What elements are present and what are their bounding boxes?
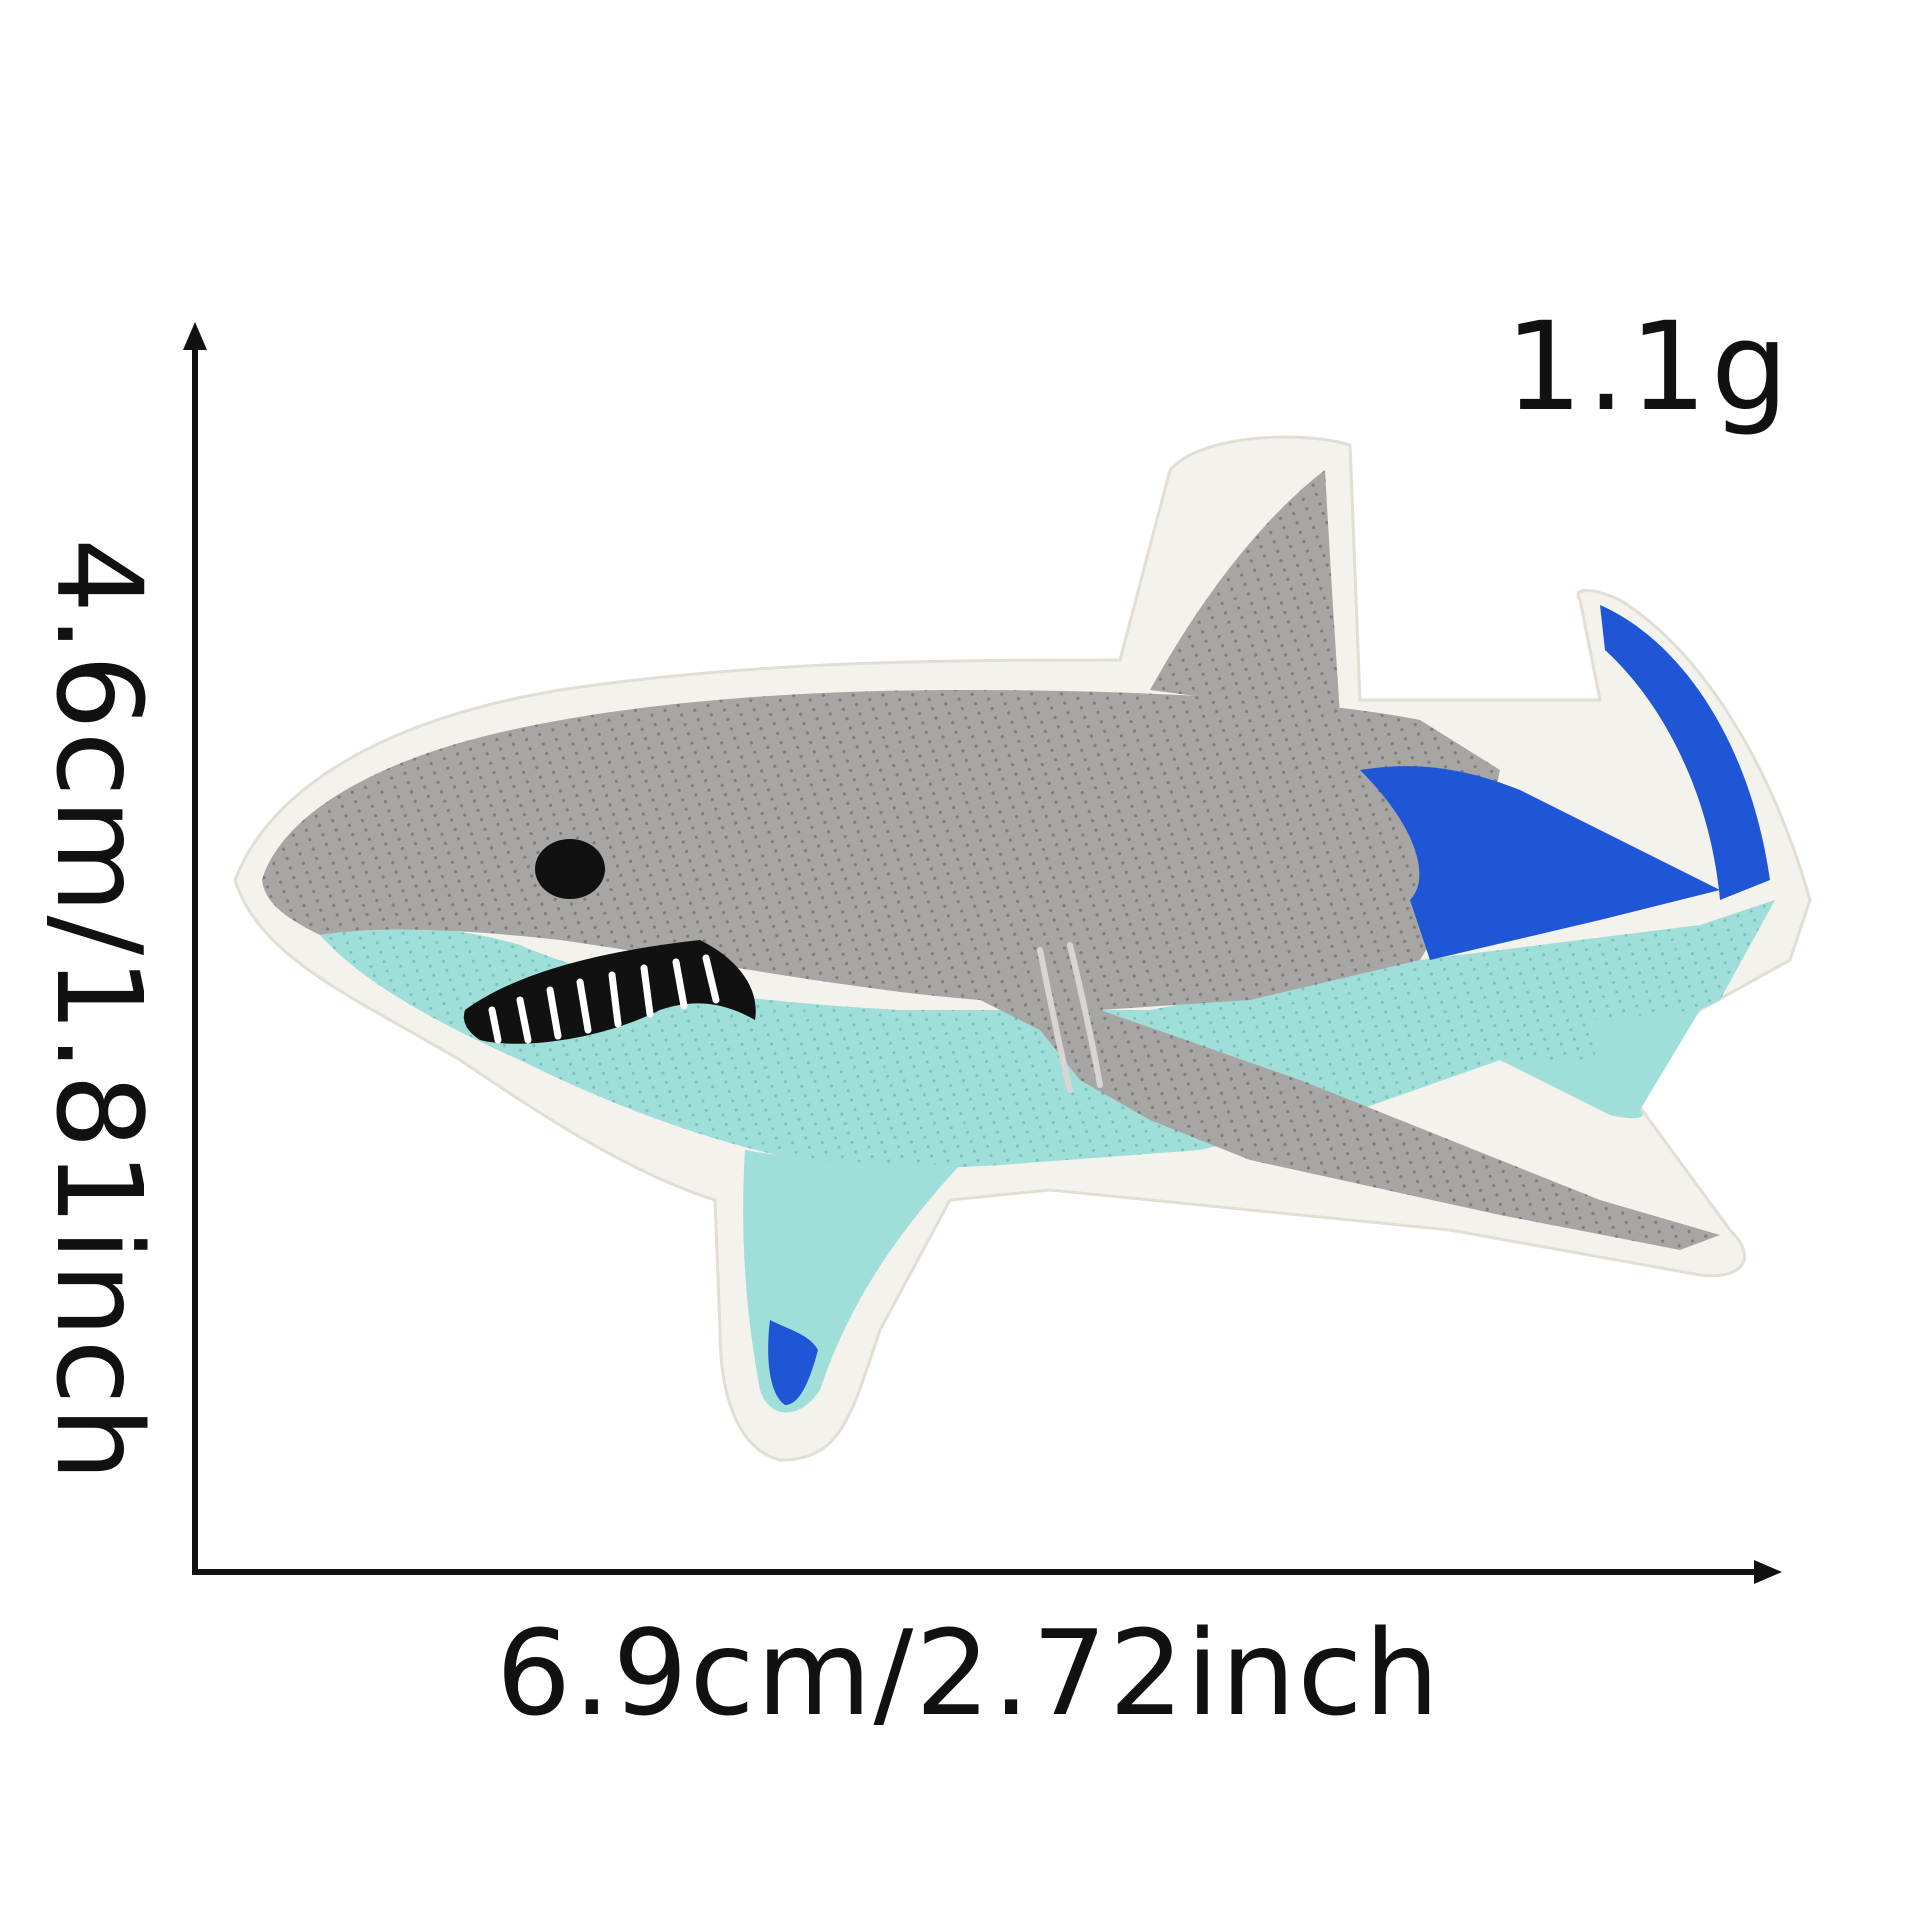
height-arrow-head: [183, 322, 207, 350]
pectoral-fin-tip: [768, 1320, 818, 1405]
shark-mouth: [463, 940, 756, 1044]
tail-upper: [1600, 605, 1770, 900]
gill-lines: [1037, 942, 1103, 1093]
shark-teeth: [488, 954, 720, 1044]
tail-base-blue: [1360, 766, 1720, 960]
width-dimension-label: 6.9cm/2.72inch: [496, 1604, 1442, 1742]
weight-label: 1.1g: [1505, 296, 1793, 438]
shark-eye: [535, 839, 605, 899]
width-arrow-head: [1754, 1560, 1782, 1584]
tail-lower: [1590, 1010, 1700, 1114]
height-dimension-label: 4.6cm/1.81inch: [30, 538, 168, 1484]
